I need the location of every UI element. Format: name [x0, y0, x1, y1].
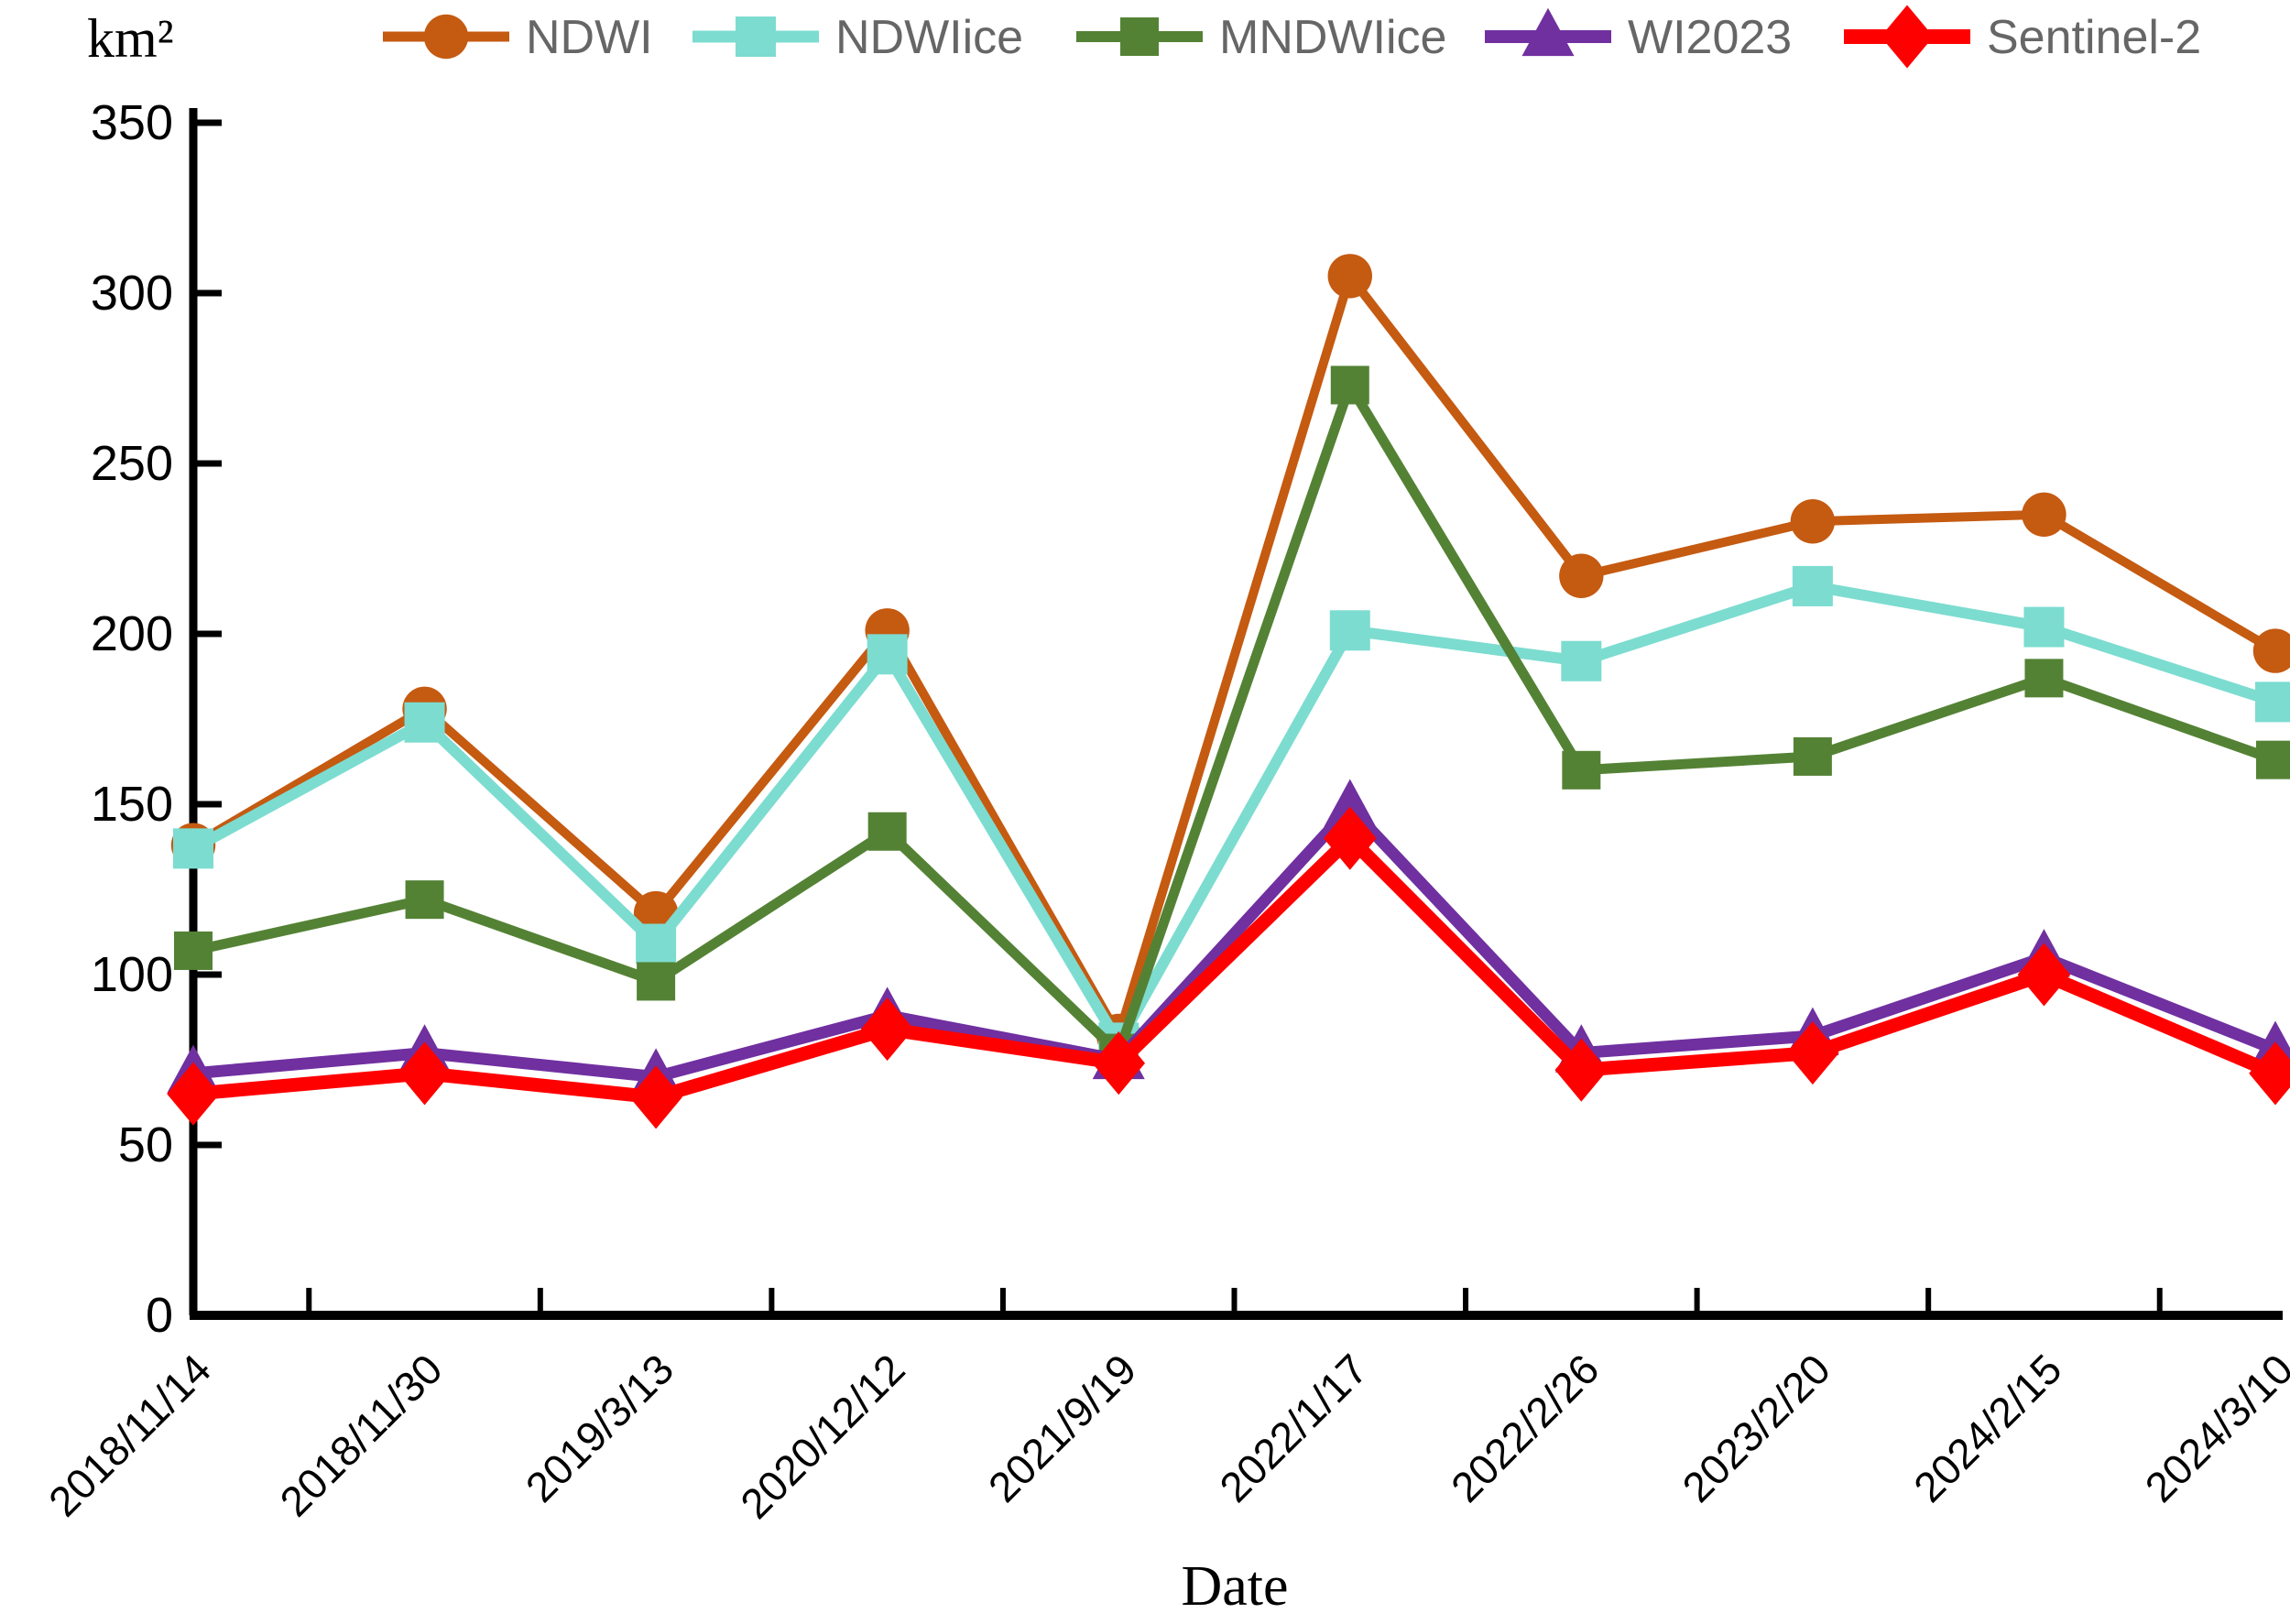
data-point — [1323, 806, 1377, 870]
data-point — [1330, 365, 1369, 405]
series-markers-NDWIice — [173, 565, 2290, 1063]
legend-label: Sentinel-2 — [1987, 11, 2201, 64]
series-line-Sentinel-2 — [186, 831, 2283, 1105]
x-axis-title: Date — [1181, 1555, 1288, 1618]
data-point — [1327, 254, 1372, 299]
data-point — [2256, 740, 2290, 779]
data-point — [174, 931, 213, 970]
data-point — [398, 1041, 452, 1106]
legend-label: NDWIice — [835, 11, 1023, 64]
y-tick-label: 200 — [91, 606, 173, 661]
data-point — [2249, 1041, 2290, 1106]
series-line-NDWI — [189, 271, 2280, 1041]
x-category-label: 2023/2/20 — [1673, 1345, 1838, 1510]
y-axis-unit-label: km² — [87, 8, 174, 69]
legend-item-NDWIice: NDWIice — [692, 11, 1023, 64]
x-category-label: 2022/2/26 — [1442, 1345, 1608, 1510]
data-point — [1329, 610, 1370, 651]
data-point — [1561, 640, 1602, 681]
series-line-WI2023 — [187, 801, 2282, 1084]
data-point — [405, 880, 444, 920]
x-category-label: 2018/11/30 — [270, 1345, 451, 1525]
data-point — [1790, 499, 1836, 544]
series-markers-MNDWIice — [174, 365, 2290, 1073]
data-point — [1786, 1021, 1839, 1085]
data-point — [1554, 1038, 1608, 1102]
series-line-MNDWIice — [188, 379, 2281, 1059]
data-point — [637, 962, 676, 1001]
data-point — [867, 634, 908, 675]
x-category-label: 2021/9/19 — [979, 1345, 1145, 1510]
legend: NDWI NDWIice MNDWIice WI2023 Sentinel-2 — [383, 5, 2201, 69]
data-point — [867, 812, 907, 851]
data-point — [860, 997, 914, 1062]
data-point — [1521, 7, 1575, 57]
data-point — [2023, 606, 2065, 648]
y-tick-label: 50 — [118, 1117, 173, 1172]
data-point — [1793, 736, 1832, 776]
y-tick-label: 350 — [91, 95, 173, 150]
data-point — [636, 923, 677, 965]
legend-item-WI2023: WI2023 — [1485, 7, 1792, 64]
legend-label: NDWI — [526, 11, 653, 64]
data-point — [423, 14, 469, 60]
legend-label: WI2023 — [1628, 11, 1792, 64]
series-line-NDWIice — [188, 580, 2281, 1049]
x-category-label: 2019/3/13 — [517, 1345, 682, 1510]
x-category-label: 2020/12/12 — [731, 1345, 914, 1528]
x-category-label: 2024/2/15 — [1904, 1345, 2070, 1510]
data-point — [629, 1065, 682, 1129]
data-point — [736, 16, 776, 57]
data-point — [1792, 565, 1833, 606]
y-tick-label: 0 — [146, 1288, 173, 1343]
data-point — [2022, 492, 2066, 537]
data-point — [167, 1062, 220, 1126]
data-point — [1881, 5, 1934, 69]
y-tick-label: 300 — [91, 266, 173, 321]
y-tick-label: 100 — [91, 947, 173, 1002]
data-point — [1559, 553, 1604, 598]
data-point — [1120, 17, 1159, 56]
plot-area: 0 50 100 150 200 250 300 350 2018/11/14 2018/11/3… — [39, 95, 2290, 1528]
data-point — [2017, 943, 2071, 1007]
data-point — [2252, 628, 2290, 673]
legend-label: MNDWIice — [1219, 11, 1446, 64]
y-tick-label: 150 — [91, 777, 173, 832]
legend-item-MNDWIice: MNDWIice — [1076, 11, 1446, 64]
y-tick-label: 250 — [91, 436, 173, 491]
data-point — [404, 702, 445, 743]
data-point — [2255, 681, 2290, 723]
data-point — [173, 828, 213, 869]
x-category-label: 2018/11/14 — [39, 1345, 220, 1525]
data-point — [2024, 659, 2064, 698]
legend-item-NDWI: NDWI — [383, 11, 653, 64]
x-category-label: 2024/3/10 — [2136, 1345, 2290, 1510]
x-category-label: 2022/1/17 — [1210, 1345, 1376, 1510]
legend-item-Sentinel-2: Sentinel-2 — [1844, 5, 2201, 69]
data-point — [1324, 779, 1377, 827]
data-point — [1092, 1031, 1146, 1095]
data-point — [1562, 750, 1601, 790]
series-markers-Sentinel-2 — [167, 806, 2290, 1129]
